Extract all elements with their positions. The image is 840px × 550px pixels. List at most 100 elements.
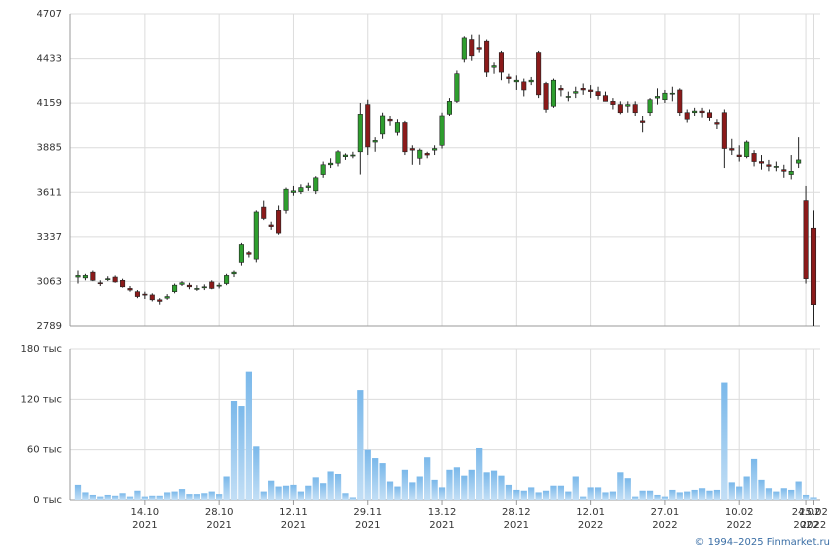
volume-bar-shade: [684, 491, 691, 500]
candle-body: [565, 96, 571, 98]
volume-bar-shade: [297, 491, 304, 500]
candle-body: [654, 96, 661, 99]
candle-body: [677, 89, 683, 114]
candle-body: [409, 148, 415, 151]
candle-body: [394, 122, 400, 133]
volume-bar-shade: [141, 496, 148, 500]
volume-bar-shade: [282, 485, 290, 500]
volume-bar-shade: [632, 496, 639, 500]
candle-body: [238, 244, 244, 263]
candle-body: [773, 166, 779, 168]
candle-body: [714, 122, 720, 125]
volume-bar-shade: [587, 487, 594, 500]
candle-body: [380, 115, 386, 135]
candle-body: [134, 291, 140, 297]
candle-body: [105, 278, 111, 280]
volume-bar-shade: [253, 446, 260, 500]
x-tick-year: 2021: [355, 520, 380, 531]
volume-bar-shade: [594, 487, 602, 500]
volume-bar-shade: [431, 479, 438, 500]
volume-bar-shade: [728, 482, 735, 500]
volume-bar-shade: [528, 487, 535, 500]
volume-bar-shade: [609, 491, 617, 500]
candle-body: [387, 118, 393, 122]
volume-bar-shade: [661, 496, 669, 500]
candle-body: [224, 275, 230, 284]
candle-body: [595, 91, 601, 96]
volume-bar-shade: [290, 484, 297, 500]
candle-body: [335, 151, 341, 164]
volume-bar-shade: [372, 458, 379, 500]
volume-bar-shade: [126, 496, 134, 500]
candle-body: [647, 99, 653, 114]
volume-bar-shade: [721, 382, 728, 500]
candle-body: [766, 164, 772, 167]
volume-bar-shade: [223, 476, 230, 500]
candle-body: [172, 284, 178, 292]
volume-bar-shade: [312, 477, 319, 500]
x-tick-year: 2022: [793, 520, 818, 531]
volume-bar-shade: [639, 490, 646, 500]
volume-bar-shade: [357, 390, 364, 500]
candle-body: [82, 275, 88, 279]
x-tick-year: 2022: [801, 520, 826, 531]
candle-body: [372, 140, 378, 143]
volume-bar-shade: [505, 484, 513, 500]
candle-body: [692, 110, 698, 114]
candle-body: [796, 159, 802, 164]
x-tick-label: 28.12: [502, 507, 531, 518]
candle-body: [528, 79, 534, 83]
candle-body: [276, 210, 282, 234]
volume-bar-shade: [186, 494, 193, 500]
volume-bar-shade: [602, 492, 609, 500]
volume-bar-shade: [327, 471, 334, 500]
volume-bar-shade: [498, 475, 505, 500]
x-tick-year: 2021: [206, 520, 231, 531]
volume-bar-shade: [349, 497, 357, 500]
volume-bar-shade: [275, 486, 282, 500]
volume-bar-shade: [743, 476, 750, 500]
volume-bar-shade: [74, 484, 82, 500]
volume-bar-shade: [149, 495, 156, 500]
volume-bar-shade: [676, 492, 683, 500]
x-tick-year: 2022: [578, 520, 603, 531]
candle-body: [231, 271, 237, 275]
volume-bar-shade: [216, 494, 223, 500]
candle-body: [313, 177, 319, 192]
volume-bar-shade: [260, 491, 267, 500]
y-tick-label: 3337: [37, 232, 62, 243]
candle-body: [127, 288, 133, 291]
volume-bar-shade: [490, 470, 498, 500]
volume-bar-shade: [379, 463, 386, 500]
volume-bar-shade: [320, 483, 327, 500]
candle-body: [402, 122, 408, 153]
candle-body: [617, 104, 623, 114]
candle-body: [736, 154, 742, 157]
candle-body: [120, 279, 126, 288]
volume-bar-shade: [535, 492, 542, 500]
volume-bar-shade: [802, 494, 810, 500]
candle-body: [216, 284, 222, 287]
candle-body: [506, 76, 512, 79]
volume-bar-shade: [97, 496, 104, 500]
volume-bar-shade: [386, 481, 394, 500]
candle-body: [706, 112, 713, 118]
volume-bar-shade: [416, 476, 423, 500]
candle-body: [744, 141, 750, 157]
y-tick-label: 4433: [37, 54, 62, 65]
candle-body: [261, 206, 267, 219]
volume-bar-shade: [461, 475, 468, 500]
volume-bar-shade: [268, 480, 275, 500]
candle-body: [625, 104, 631, 107]
x-tick-year: 2022: [652, 520, 677, 531]
volume-bar-shade: [550, 485, 557, 500]
candle-body: [580, 88, 586, 91]
candle-body: [342, 154, 348, 157]
footer-link[interactable]: © 1994–2025 Finmarket.ru: [694, 537, 830, 548]
candle-body: [157, 299, 163, 302]
volume-bar-shade: [646, 490, 654, 500]
candle-body: [164, 296, 170, 299]
candle-body: [810, 227, 817, 305]
volume-bar-shade: [565, 491, 572, 500]
volume-bar-shade: [476, 447, 483, 500]
